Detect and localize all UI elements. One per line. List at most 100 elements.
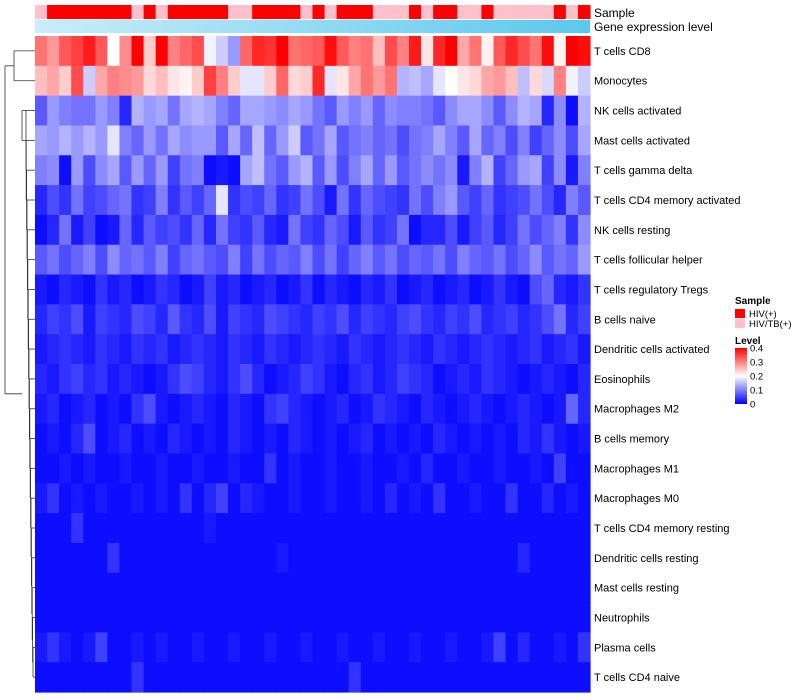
heatmap-cell [553,513,567,544]
heatmap-cell [167,513,181,544]
heatmap-cell [288,274,302,305]
heatmap-cell [276,364,289,395]
heatmap-cell [131,393,145,425]
heatmap-cell [167,662,181,693]
row-labels: T cells CD8 Monocytes NK cells activated Ma… [594,46,741,684]
heatmap-cell [336,244,350,276]
heatmap-cell [433,632,446,663]
heatmap-cell [493,513,507,544]
heatmap-cell [264,244,277,276]
heatmap-cell [252,125,265,156]
heatmap-cell [215,572,229,604]
heatmap-cell [360,304,374,335]
heatmap-cell [191,95,205,127]
heatmap-cell [47,274,60,305]
heatmap-cell [228,155,241,186]
heatmap-cell [240,274,253,305]
heatmap-cell [517,483,531,514]
heatmap-cell [421,513,434,544]
heatmap-cell [348,244,362,276]
heatmap-cell [481,602,495,633]
heatmap-cell [421,572,434,604]
heatmap-cell [360,602,374,633]
heatmap-cell [396,155,410,186]
sample-annotation-cell [35,5,48,19]
heatmap-cell [457,334,470,365]
heatmap-cell [336,95,350,127]
heatmap-cell [469,304,483,335]
heatmap-cell [384,572,398,604]
heatmap-cell [35,542,48,574]
heatmap-cell [541,602,555,633]
heatmap-cell [577,602,591,633]
heatmap-cell [203,542,217,574]
heatmap-cell [95,304,108,335]
heatmap-cell [324,513,338,544]
heatmap-cell [155,602,169,633]
heatmap-cell [433,274,446,305]
sample-annotation-cell [167,5,181,19]
heatmap-cell [577,393,591,425]
heatmap-cell [445,214,458,246]
heatmap-cell [276,572,289,604]
heatmap-cell [396,513,410,544]
heatmap-cell [481,483,495,514]
heatmap-cell [215,334,229,365]
heatmap-cell [445,364,458,395]
heatmap-cell [384,125,398,156]
heatmap-cell [493,274,507,305]
heatmap-cell [421,393,434,425]
heatmap-cell [433,304,446,335]
heatmap-cell [131,244,145,276]
heatmap-cell [384,632,398,663]
sample-annotation-cell [59,5,72,19]
row-label: Mast cells activated [594,135,690,147]
heatmap-cell [47,214,60,246]
heatmap-cell [131,632,145,663]
heatmap-cell [119,364,133,395]
heatmap-cell [83,662,96,693]
heatmap-cell [457,155,470,186]
heatmap-cell [179,513,193,544]
heatmap-cell [191,513,205,544]
heatmap-cell [565,244,579,276]
heatmap-cell [372,364,386,395]
heatmap-cell [360,453,374,484]
heatmap-cell [240,602,253,633]
heatmap-cell [324,214,338,246]
heatmap-cell [203,274,217,305]
heatmap-cell [252,393,265,425]
heatmap-cell [95,602,108,633]
heatmap-cell [360,95,374,127]
sample-annotation-cell [95,5,108,19]
heatmap-cell [59,95,72,127]
heatmap-cell [312,453,326,484]
heatmap-cell [252,95,265,127]
heatmap-cell [47,483,60,514]
heatmap-cell [131,513,145,544]
heatmap-cell [276,185,289,216]
heatmap-cell [95,513,108,544]
heatmap-cell [372,662,386,693]
heatmap-cell [252,304,265,335]
heatmap-cell [167,393,181,425]
heatmap-cell [71,632,84,663]
heatmap-cell [191,274,205,305]
heatmap-cell [288,632,302,663]
heatmap-cell [541,65,555,97]
sample-annotation-cell [384,5,398,19]
heatmap-cell [433,364,446,395]
sample-annotation-cell [360,5,374,19]
expression-track-label: Gene expression level [594,20,713,34]
heatmap-cell [505,423,519,455]
heatmap-cell [457,662,470,693]
heatmap-cell [517,542,531,574]
heatmap-cell [517,244,531,276]
heatmap-cell [119,662,133,693]
heatmap-cell [433,244,446,276]
heatmap-cell [59,274,72,305]
heatmap-cell [541,542,555,574]
heatmap-cell [35,513,48,544]
heatmap-cell [505,662,519,693]
heatmap-cell [203,304,217,335]
